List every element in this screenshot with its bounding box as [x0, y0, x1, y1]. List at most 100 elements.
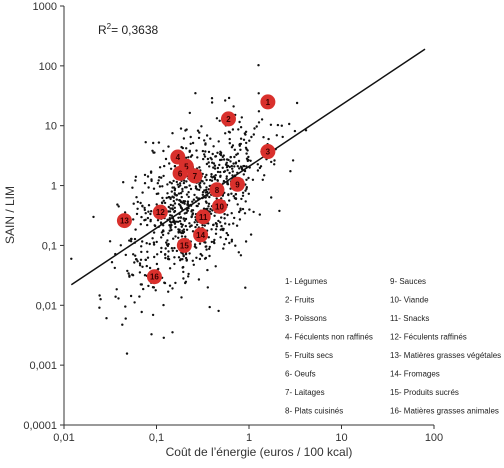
scatter-point — [206, 268, 209, 272]
scatter-point — [226, 169, 229, 172]
scatter-point — [233, 148, 236, 151]
scatter-point — [228, 199, 231, 202]
scatter-point — [185, 211, 188, 214]
highlight-marker — [220, 111, 236, 127]
scatter-point — [234, 197, 238, 200]
x-tick-label: 0,1 — [149, 432, 164, 444]
scatter-point — [125, 352, 129, 355]
scatter-point — [257, 121, 261, 124]
scatter-point — [243, 212, 247, 215]
scatter-point — [167, 255, 170, 258]
scatter-point — [216, 166, 220, 170]
scatter-point — [255, 125, 258, 128]
scatter-point — [179, 222, 183, 226]
scatter-point — [173, 189, 176, 192]
scatter-point — [213, 164, 217, 167]
scatter-point — [270, 196, 273, 199]
scatter-point — [194, 187, 198, 190]
scatter-point — [281, 135, 284, 139]
scatter-point — [152, 243, 156, 246]
scatter-point — [140, 245, 143, 248]
scatter-point — [150, 179, 153, 183]
legend-entry: 10- Viande — [390, 296, 429, 305]
scatter-point — [202, 157, 205, 161]
scatter-point — [232, 162, 235, 165]
highlight-marker — [172, 165, 188, 181]
scatter-point — [245, 141, 248, 145]
scatter-point — [124, 317, 127, 320]
scatter-point — [115, 288, 118, 291]
scatter-point — [236, 203, 239, 206]
scatter-point — [183, 179, 186, 182]
scatter-point — [270, 160, 273, 164]
scatter-point — [245, 187, 248, 191]
scatter-point — [228, 142, 231, 145]
scatter-point — [180, 231, 183, 235]
scatter-point — [110, 261, 114, 264]
scatter-point — [175, 249, 179, 253]
scatter-point — [201, 191, 205, 194]
scatter-point — [135, 212, 139, 216]
scatter-point — [220, 158, 223, 161]
scatter-point — [210, 101, 214, 104]
scatter-point — [132, 218, 135, 221]
legend-entry: 14- Fromages — [390, 370, 440, 379]
highlight-marker — [193, 227, 209, 243]
scatter-point — [217, 140, 220, 143]
scatter-point — [226, 213, 229, 217]
scatter-point — [185, 193, 189, 196]
scatter-point — [228, 137, 231, 141]
scatter-point — [191, 209, 195, 212]
highlight-marker-label: 5 — [184, 162, 189, 171]
scatter-point — [177, 236, 180, 239]
scatter-point — [280, 124, 283, 127]
scatter-point — [114, 295, 117, 298]
scatter-point — [232, 222, 235, 225]
scatter-point — [220, 224, 223, 228]
scatter-point — [208, 195, 211, 199]
scatter-point — [175, 194, 179, 197]
highlight-marker — [209, 182, 225, 198]
scatter-point — [145, 264, 148, 268]
scatter-point — [218, 152, 222, 156]
scatter-point — [219, 236, 222, 239]
scatter-point — [169, 167, 173, 170]
scatter-point — [185, 128, 188, 131]
scatter-point — [210, 97, 214, 100]
scatter-point — [201, 193, 204, 196]
highlight-marker — [146, 269, 162, 285]
scatter-point — [168, 196, 171, 199]
scatter-point — [231, 170, 234, 173]
scatter-point — [192, 198, 196, 201]
scatter-point — [194, 92, 197, 95]
legend-entry: 8- Plats cuisinés — [285, 407, 343, 416]
scatter-point — [195, 196, 198, 199]
scatter-point — [151, 149, 154, 152]
legend-entry: 11- Snacks — [390, 314, 429, 323]
scatter-point — [92, 215, 95, 219]
scatter-point — [156, 253, 159, 256]
scatter-point — [204, 191, 207, 194]
scatter-point — [194, 225, 197, 229]
scatter-point — [168, 181, 172, 184]
scatter-point — [242, 173, 245, 176]
scatter-point — [209, 137, 212, 140]
scatter-point — [142, 287, 145, 291]
scatter-point — [206, 286, 209, 289]
scatter-point — [227, 158, 230, 162]
scatter-point — [225, 163, 228, 167]
scatter-point — [256, 163, 259, 166]
scatter-point — [247, 155, 250, 159]
scatter-point — [150, 210, 153, 213]
scatter-point — [242, 138, 246, 141]
scatter-point — [262, 136, 265, 139]
scatter-point — [193, 221, 196, 224]
scatter-point — [173, 193, 177, 196]
scatter-point — [147, 186, 150, 189]
scatter-point — [148, 242, 151, 246]
scatter-point — [130, 237, 133, 241]
scatter-point — [151, 313, 155, 317]
scatter-point — [230, 192, 233, 195]
scatter-point — [153, 224, 156, 227]
